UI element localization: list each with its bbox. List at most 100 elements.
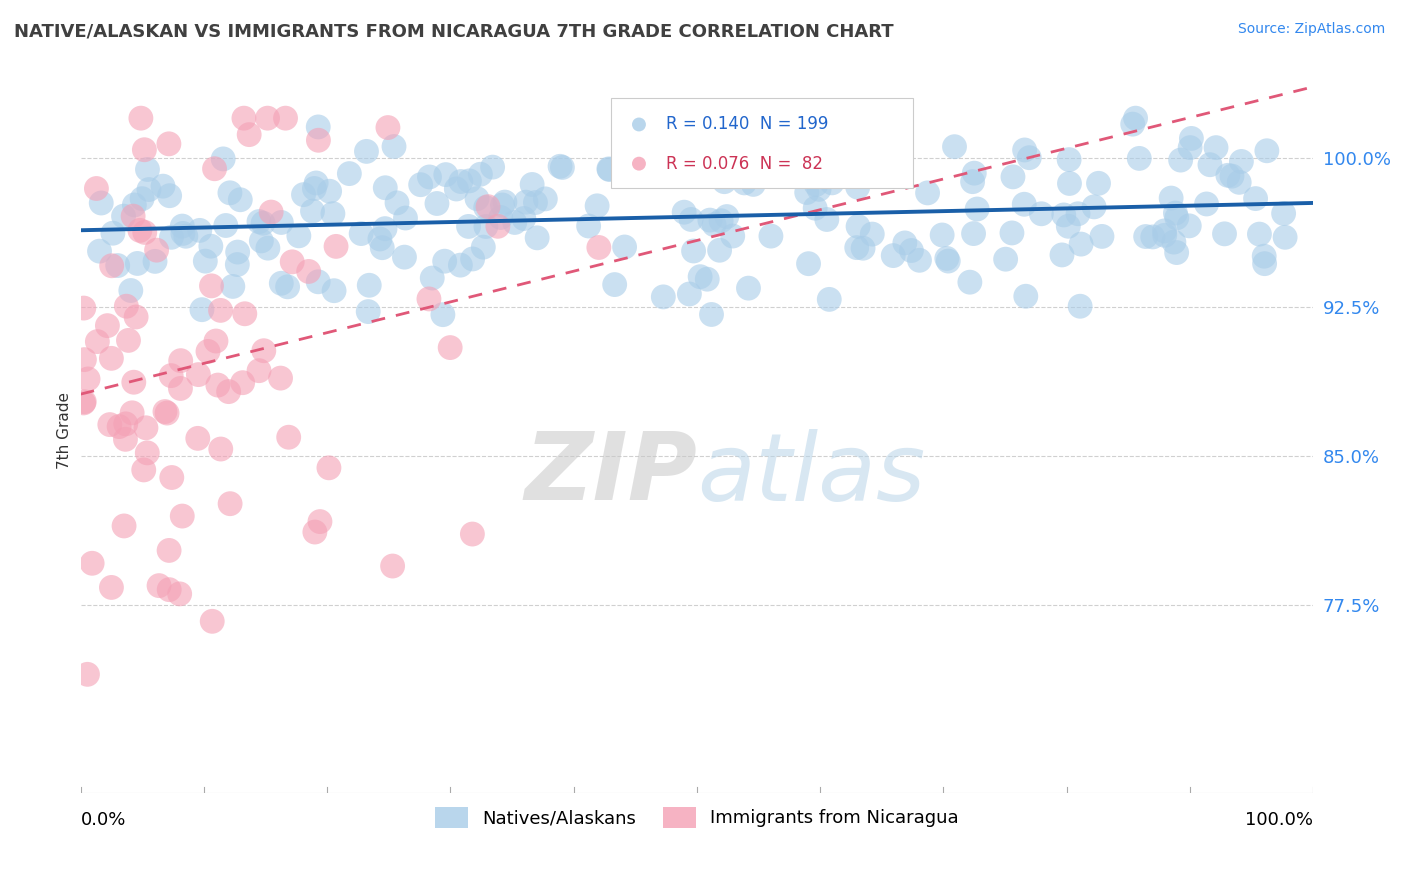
Point bbox=[76, 667, 98, 681]
Point bbox=[818, 293, 841, 307]
Point bbox=[959, 275, 981, 289]
Point bbox=[1166, 211, 1188, 225]
Point bbox=[470, 167, 492, 181]
Point bbox=[98, 417, 121, 432]
Point bbox=[127, 256, 149, 270]
Point bbox=[1142, 230, 1164, 244]
Point bbox=[1256, 144, 1278, 158]
Point bbox=[1125, 111, 1147, 125]
Text: NATIVE/ALASKAN VS IMMIGRANTS FROM NICARAGUA 7TH GRADE CORRELATION CHART: NATIVE/ALASKAN VS IMMIGRANTS FROM NICARA… bbox=[14, 22, 894, 40]
Point bbox=[1031, 207, 1053, 221]
Point bbox=[318, 184, 340, 198]
Point bbox=[135, 421, 157, 435]
Point bbox=[1015, 289, 1038, 303]
Point bbox=[1249, 227, 1271, 241]
Point bbox=[420, 271, 443, 285]
Point bbox=[935, 252, 957, 266]
Point bbox=[169, 587, 191, 601]
Point bbox=[377, 120, 399, 135]
Point bbox=[229, 193, 252, 207]
Point bbox=[1059, 177, 1081, 191]
Point bbox=[489, 211, 512, 225]
Point bbox=[247, 364, 270, 378]
Point bbox=[433, 254, 456, 268]
Point bbox=[703, 218, 725, 232]
Point bbox=[309, 515, 332, 529]
Point bbox=[125, 310, 148, 324]
Point bbox=[157, 136, 180, 151]
Point bbox=[222, 279, 245, 293]
Point bbox=[526, 231, 548, 245]
Point bbox=[710, 214, 733, 228]
Point bbox=[187, 431, 209, 445]
Point bbox=[73, 394, 96, 409]
Point bbox=[187, 368, 209, 382]
Point bbox=[172, 509, 194, 524]
Point bbox=[716, 210, 738, 224]
Point bbox=[298, 264, 321, 278]
Point bbox=[846, 219, 869, 234]
Point bbox=[252, 216, 274, 230]
Point bbox=[188, 223, 211, 237]
Point bbox=[936, 254, 959, 268]
Point bbox=[689, 269, 711, 284]
Text: 0.0%: 0.0% bbox=[80, 811, 127, 830]
Point bbox=[598, 162, 620, 177]
Point bbox=[548, 159, 571, 173]
Point bbox=[551, 161, 574, 175]
Point bbox=[159, 188, 181, 202]
Point bbox=[381, 559, 404, 574]
Point bbox=[1230, 154, 1253, 169]
Point bbox=[682, 244, 704, 258]
Point bbox=[418, 169, 440, 184]
Point bbox=[134, 143, 156, 157]
Point bbox=[385, 195, 408, 210]
Point bbox=[481, 160, 503, 174]
Point bbox=[681, 212, 703, 227]
Point bbox=[194, 254, 217, 268]
Point bbox=[134, 226, 156, 240]
Point bbox=[350, 227, 373, 241]
Point bbox=[477, 200, 499, 214]
Point bbox=[752, 146, 775, 161]
Point bbox=[759, 229, 782, 244]
Point bbox=[1160, 191, 1182, 205]
Point bbox=[318, 460, 340, 475]
Point bbox=[846, 180, 869, 194]
Point bbox=[382, 139, 405, 153]
Point bbox=[153, 404, 176, 418]
Point bbox=[835, 133, 858, 147]
Point bbox=[503, 215, 526, 229]
Point bbox=[1164, 206, 1187, 220]
Point bbox=[205, 334, 228, 348]
Point bbox=[520, 178, 543, 192]
Point bbox=[160, 230, 183, 244]
Point bbox=[1195, 197, 1218, 211]
Point bbox=[204, 161, 226, 176]
Point bbox=[277, 430, 299, 444]
Point bbox=[627, 411, 650, 425]
Point bbox=[200, 239, 222, 253]
Point bbox=[613, 240, 636, 254]
Point bbox=[1135, 229, 1157, 244]
Point bbox=[169, 381, 191, 395]
Point bbox=[879, 153, 901, 168]
Point bbox=[1122, 117, 1144, 131]
Point bbox=[374, 180, 396, 194]
Point bbox=[325, 239, 347, 253]
Point bbox=[1166, 245, 1188, 260]
Point bbox=[578, 219, 600, 233]
Point bbox=[1069, 299, 1091, 313]
Point bbox=[1253, 257, 1275, 271]
Point bbox=[733, 176, 755, 190]
Point bbox=[337, 167, 360, 181]
Point bbox=[124, 198, 146, 212]
Point bbox=[815, 212, 838, 227]
Point bbox=[247, 214, 270, 228]
Point bbox=[882, 249, 904, 263]
Point bbox=[908, 253, 931, 268]
Point bbox=[1053, 208, 1076, 222]
Point bbox=[143, 254, 166, 268]
Point bbox=[131, 192, 153, 206]
Point bbox=[515, 195, 537, 210]
